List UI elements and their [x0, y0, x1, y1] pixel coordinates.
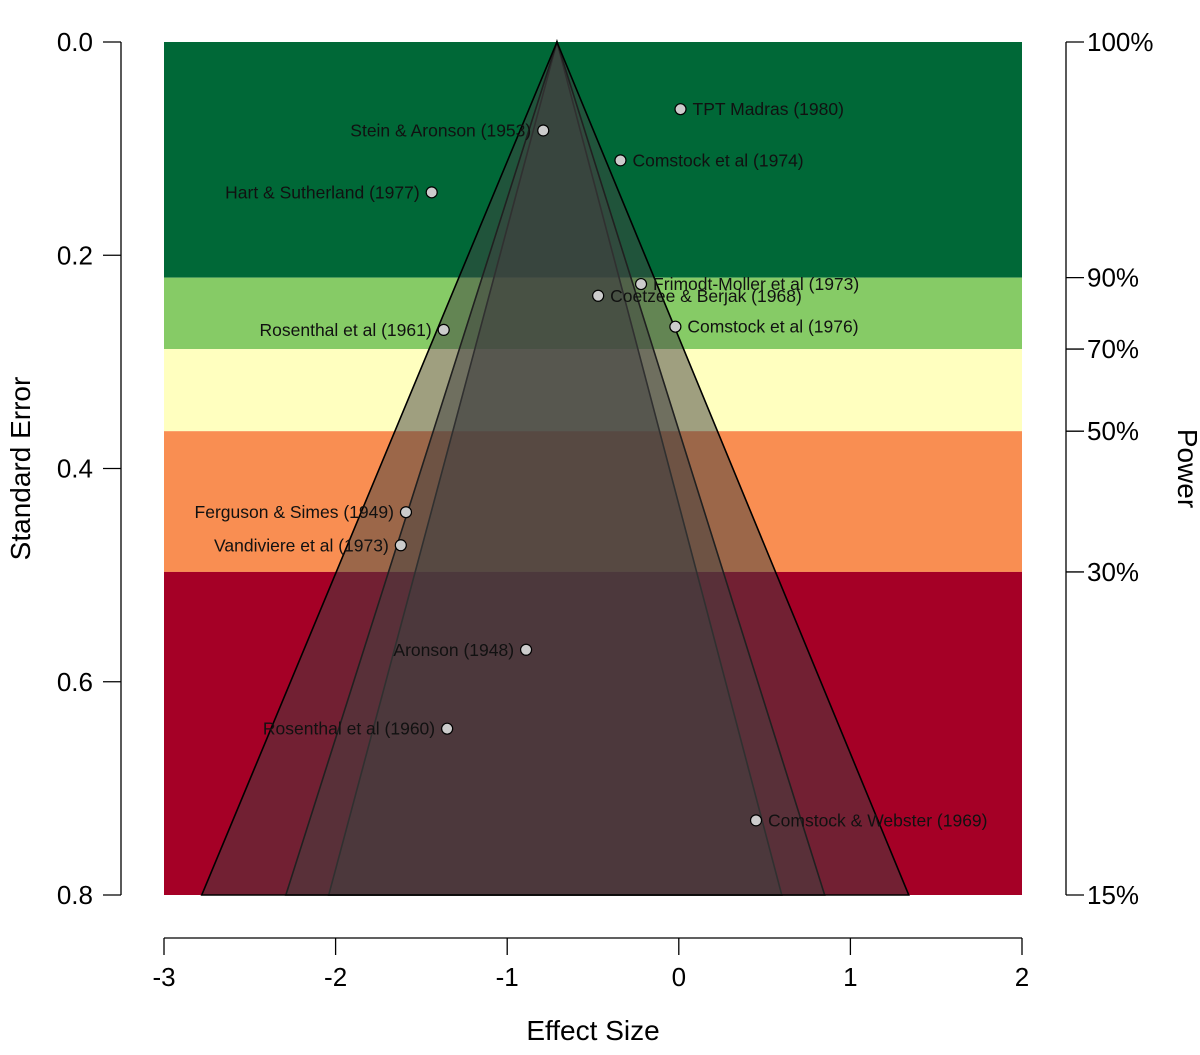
study-point-10 — [519, 643, 533, 656]
study-label-12: Comstock & Webster (1969) — [768, 810, 987, 830]
study-label-11: Rosenthal et al (1960) — [263, 719, 435, 739]
power-tick-label-1: 90% — [1087, 263, 1139, 293]
y-tick-label-4: 0.8 — [57, 880, 93, 910]
study-point-1 — [537, 124, 550, 137]
y-tick-label-0: 0.0 — [57, 27, 93, 57]
y-tick-label-2: 0.4 — [57, 454, 93, 484]
study-point-9 — [394, 539, 407, 552]
study-label-1: Stein & Aronson (1953) — [350, 120, 531, 140]
study-point-12 — [749, 814, 763, 827]
x-tick-label-4: 1 — [843, 962, 857, 992]
funnel-region-2 — [200, 39, 910, 896]
study-label-2: Comstock et al (1974) — [632, 150, 803, 170]
power-tick-label-0: 100% — [1087, 27, 1154, 57]
power-tick-label-5: 15% — [1087, 880, 1139, 910]
study-point-6 — [437, 323, 450, 336]
y-axis-power: 100% 90% 70% 50% 30% 15% — [1065, 27, 1154, 910]
study-label-3: Hart & Sutherland (1977) — [225, 182, 420, 202]
study-label-9: Vandiviere et al (1973) — [214, 535, 389, 555]
study-point-4 — [634, 277, 648, 291]
study-label-7: Comstock et al (1976) — [687, 317, 858, 337]
x-tick-label-1: -2 — [324, 962, 347, 992]
study-point-8 — [399, 506, 413, 519]
y-axis-title: Standard Error — [5, 377, 36, 561]
power-tick-label-4: 30% — [1087, 557, 1139, 587]
study-label-4: Frimodt-Moller et al (1973) — [653, 274, 859, 294]
study-point-2 — [614, 154, 627, 167]
study-label-5: Coetzee & Berjak (1968) — [610, 286, 802, 306]
study-point-0 — [674, 103, 687, 116]
study-point-7 — [669, 320, 682, 333]
y-tick-label-3: 0.6 — [57, 667, 93, 697]
study-label-6: Rosenthal et al (1961) — [260, 320, 432, 340]
power-axis-title: Power — [1172, 429, 1200, 508]
study-point-3 — [425, 186, 438, 199]
y-axis-standard-error: 0.0 0.2 0.4 0.6 0.8 — [57, 27, 122, 910]
study-point-11 — [441, 722, 454, 735]
study-points: TPT Madras (1980) Stein & Aronson (1953) C… — [195, 99, 988, 830]
x-tick-label-2: -1 — [496, 962, 519, 992]
study-point-5 — [592, 289, 605, 302]
x-axis-title: Effect Size — [526, 1015, 659, 1046]
x-tick-label-5: 2 — [1015, 962, 1029, 992]
power-tick-label-2: 70% — [1087, 334, 1139, 364]
study-label-0: TPT Madras (1980) — [693, 99, 844, 119]
power-tick-label-3: 50% — [1087, 416, 1139, 446]
y-tick-label-1: 0.2 — [57, 240, 93, 270]
x-tick-label-0: -3 — [152, 962, 175, 992]
x-tick-label-3: 0 — [672, 962, 686, 992]
study-label-8: Ferguson & Simes (1949) — [195, 502, 394, 522]
x-axis-effect-size: -3 -2 -1 0 1 2 — [152, 937, 1029, 992]
funnel-regions — [200, 38, 910, 896]
study-label-10: Aronson (1948) — [393, 640, 514, 660]
